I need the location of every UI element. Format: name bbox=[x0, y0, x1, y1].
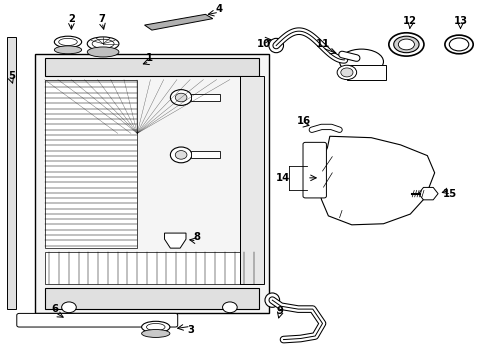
Text: 1: 1 bbox=[145, 53, 153, 63]
Circle shape bbox=[175, 150, 186, 159]
Bar bbox=[190, 94, 220, 101]
Text: 15: 15 bbox=[442, 189, 456, 199]
Ellipse shape bbox=[264, 293, 279, 307]
Ellipse shape bbox=[444, 35, 472, 54]
Bar bbox=[44, 288, 259, 309]
Text: 10: 10 bbox=[257, 39, 270, 49]
Circle shape bbox=[61, 302, 76, 313]
Ellipse shape bbox=[54, 46, 81, 54]
Bar bbox=[6, 37, 16, 309]
Text: 5: 5 bbox=[8, 71, 15, 81]
Bar bbox=[190, 151, 220, 158]
Ellipse shape bbox=[448, 38, 468, 51]
Text: 2: 2 bbox=[68, 14, 75, 24]
Circle shape bbox=[170, 147, 191, 163]
Ellipse shape bbox=[336, 65, 356, 80]
Ellipse shape bbox=[142, 329, 169, 337]
Circle shape bbox=[222, 302, 237, 313]
Ellipse shape bbox=[87, 37, 119, 50]
Ellipse shape bbox=[87, 47, 119, 57]
Circle shape bbox=[170, 90, 191, 105]
FancyBboxPatch shape bbox=[17, 314, 177, 327]
Ellipse shape bbox=[59, 39, 77, 45]
Ellipse shape bbox=[142, 321, 169, 333]
Ellipse shape bbox=[339, 49, 383, 74]
Ellipse shape bbox=[340, 68, 352, 77]
Polygon shape bbox=[164, 233, 185, 248]
FancyBboxPatch shape bbox=[303, 142, 326, 198]
Text: 13: 13 bbox=[452, 17, 467, 27]
Text: 11: 11 bbox=[315, 40, 329, 49]
Text: 6: 6 bbox=[52, 304, 59, 314]
Ellipse shape bbox=[268, 39, 283, 53]
Ellipse shape bbox=[92, 39, 114, 48]
Ellipse shape bbox=[54, 36, 81, 48]
Text: 14: 14 bbox=[275, 173, 289, 183]
Bar bbox=[44, 58, 259, 76]
Text: 16: 16 bbox=[296, 116, 310, 126]
Text: 4: 4 bbox=[215, 4, 222, 14]
Polygon shape bbox=[144, 14, 212, 30]
Text: 9: 9 bbox=[276, 306, 283, 316]
Text: 3: 3 bbox=[187, 325, 194, 335]
Ellipse shape bbox=[393, 36, 418, 53]
Text: 12: 12 bbox=[403, 17, 416, 27]
Bar bbox=[44, 80, 137, 248]
Bar bbox=[346, 65, 385, 80]
Text: 8: 8 bbox=[193, 232, 200, 242]
Text: 7: 7 bbox=[99, 14, 105, 24]
Ellipse shape bbox=[388, 33, 423, 56]
Polygon shape bbox=[317, 136, 434, 225]
Bar bbox=[239, 76, 264, 284]
Ellipse shape bbox=[398, 39, 414, 50]
Bar bbox=[35, 54, 268, 313]
Ellipse shape bbox=[146, 323, 164, 330]
Bar bbox=[44, 252, 259, 284]
Circle shape bbox=[175, 93, 186, 102]
